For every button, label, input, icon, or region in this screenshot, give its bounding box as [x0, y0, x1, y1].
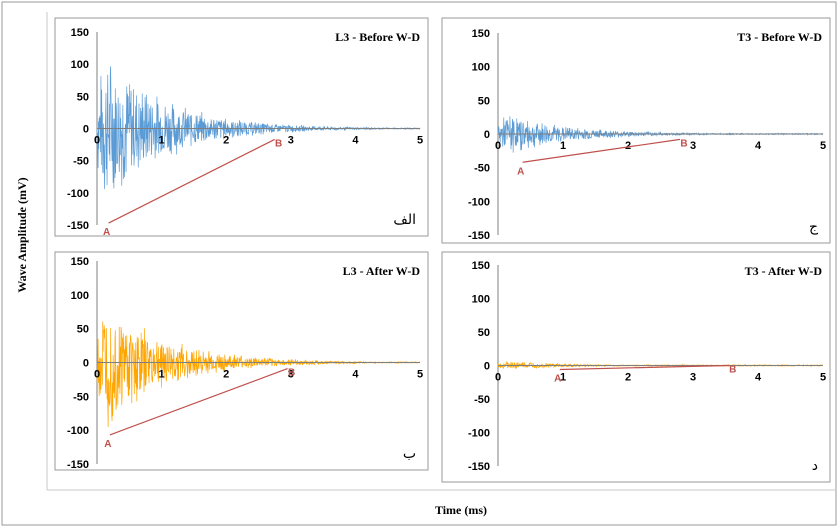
y-tick-label: -50	[474, 163, 490, 175]
x-tick-label: 1	[560, 140, 566, 152]
panel-corner-label: الف	[393, 212, 416, 228]
plot-frame	[441, 17, 831, 244]
panel-corner-label: ب	[403, 446, 416, 462]
x-tick-label: 3	[690, 140, 696, 152]
y-tick-label: -150	[468, 230, 490, 242]
x-tick-label: 4	[352, 369, 359, 381]
y-tick-label: 100	[472, 294, 490, 306]
line-a-b	[522, 138, 681, 163]
y-tick-label: 50	[77, 324, 89, 336]
y-tick-label: -50	[73, 391, 89, 403]
x-tick-label: 1	[159, 135, 165, 147]
x-tick-label: 0	[495, 140, 501, 152]
x-tick-label: 1	[560, 372, 566, 384]
y-tick-label: -50	[73, 156, 89, 168]
panel-title: T3 - After W-D	[745, 264, 823, 278]
y-tick-label: -100	[468, 196, 490, 208]
x-tick-label: 0	[94, 135, 100, 147]
x-tick-label: 2	[223, 135, 229, 147]
y-tick-label: 50	[478, 327, 490, 339]
line-a-b	[108, 138, 275, 224]
x-tick-label: 5	[417, 135, 423, 147]
chart-panel-1: 150 100 50 0 -50 -100 -150 0 1 2 3 4 5 A B L3 - Before …	[54, 17, 429, 238]
panel-title: L3 - Before W-D	[335, 30, 420, 44]
x-tick-label: 2	[625, 140, 631, 152]
panel-corner-label: د	[812, 458, 818, 474]
point-b-label: B	[275, 138, 282, 149]
point-a-label: A	[554, 374, 561, 385]
y-tick-label: 150	[472, 28, 490, 40]
x-tick-label: 4	[755, 372, 762, 384]
y-tick-label: -100	[468, 428, 490, 440]
x-tick-label: 0	[495, 372, 501, 384]
point-b-label: B	[680, 138, 687, 149]
y-tick-label: -50	[474, 394, 490, 406]
waveform-series	[96, 66, 421, 189]
point-a-label: A	[517, 166, 524, 177]
x-axis-title: Time (ms)	[435, 503, 487, 517]
x-tick-label: 5	[417, 369, 423, 381]
y-tick-label: -150	[468, 461, 490, 473]
x-tick-label: 3	[288, 135, 294, 147]
x-tick-label: 1	[159, 369, 165, 381]
line-a-b	[559, 364, 729, 371]
x-tick-label: 2	[625, 372, 631, 384]
x-tick-label: 2	[223, 369, 229, 381]
x-tick-label: 4	[755, 140, 762, 152]
panel-title: T3 - Before W-D	[737, 30, 822, 44]
y-axis-title: Wave Amplitude (mV)	[15, 177, 29, 292]
chart-panel-4: 150 100 50 0 -50 -100 -150 0 1 2 3 4 5 A B T3 - After W…	[441, 251, 831, 483]
panel-title: L3 - After W-D	[343, 264, 421, 278]
x-tick-label: 5	[820, 140, 826, 152]
y-tick-label: 50	[77, 91, 89, 103]
x-tick-label: 4	[352, 135, 359, 147]
y-tick-label: 50	[478, 95, 490, 107]
y-tick-label: 0	[83, 124, 89, 136]
y-tick-label: -100	[67, 425, 89, 437]
plot-frame	[441, 251, 831, 483]
y-tick-label: 150	[472, 260, 490, 272]
y-tick-label: -150	[67, 220, 89, 232]
y-tick-label: 100	[71, 59, 89, 71]
y-tick-label: 150	[71, 27, 89, 39]
x-tick-label: 3	[288, 369, 294, 381]
chart-panel-2: 150 100 50 0 -50 -100 -150 0 1 2 3 4 5 A B T3 - Before …	[441, 17, 831, 244]
y-tick-label: 100	[71, 290, 89, 302]
point-a-label: A	[104, 439, 111, 450]
y-tick-label: -150	[67, 459, 89, 471]
y-tick-label: 0	[484, 129, 490, 141]
point-b-label: B	[729, 365, 736, 376]
point-b-label: B	[288, 368, 295, 379]
x-tick-label: 0	[94, 369, 100, 381]
chart-panel-3: 150 100 50 0 -50 -100 -150 0 1 2 3 4 5 A B L3 - After W…	[54, 251, 429, 471]
y-tick-label: 0	[83, 358, 89, 370]
y-tick-label: 100	[472, 62, 490, 74]
line-a-b	[109, 368, 288, 436]
x-tick-label: 5	[820, 372, 826, 384]
y-tick-label: -100	[67, 188, 89, 200]
y-tick-label: 150	[71, 256, 89, 268]
point-a-label: A	[103, 227, 110, 238]
y-tick-label: 0	[484, 361, 490, 373]
x-tick-label: 3	[690, 372, 696, 384]
panel-corner-label: ج	[809, 219, 819, 235]
